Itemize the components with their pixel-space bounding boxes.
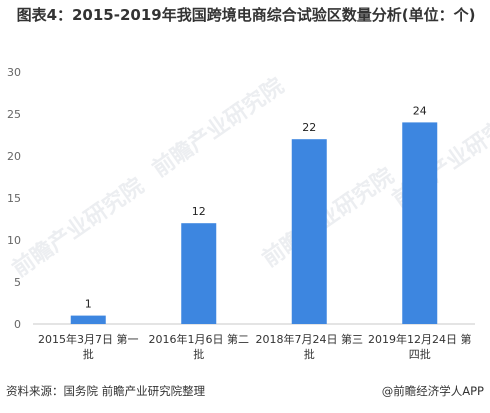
bar xyxy=(70,315,106,324)
x-tick-label: 2016年1月6日 第二批 xyxy=(149,332,250,361)
data-labels: 1 12 22 24 xyxy=(85,104,427,310)
data-label: 24 xyxy=(413,104,427,117)
x-tick-label: 2018年7月24日 第三批 xyxy=(256,332,364,361)
data-label: 12 xyxy=(192,205,206,218)
x-tick-label: 2019年12月24日 第四批 xyxy=(368,332,472,361)
brand-credit: @前瞻经济学人APP xyxy=(381,384,484,398)
bars xyxy=(70,122,438,325)
y-tick-label: 15 xyxy=(7,192,21,205)
y-tick-label: 0 xyxy=(14,318,21,331)
y-tick-label: 30 xyxy=(7,66,21,79)
y-tick-label: 25 xyxy=(7,108,21,121)
y-tick-label: 20 xyxy=(7,150,21,163)
data-label: 22 xyxy=(302,121,316,134)
y-tick-label: 5 xyxy=(14,276,21,289)
chart-title: 图表4：2015-2019年我国跨境电商综合试验区数量分析(单位：个) xyxy=(16,6,476,24)
bar xyxy=(181,223,217,324)
source-note: 资料来源：国务院 前瞻产业研究院整理 xyxy=(6,384,206,398)
bar xyxy=(402,122,438,325)
y-tick-label: 10 xyxy=(7,234,21,247)
bar xyxy=(291,139,327,324)
y-axis-ticks: 0 5 10 15 20 25 30 xyxy=(7,66,21,331)
data-label: 1 xyxy=(85,298,92,311)
x-tick-label: 2015年3月7日 第一批 xyxy=(38,332,139,361)
